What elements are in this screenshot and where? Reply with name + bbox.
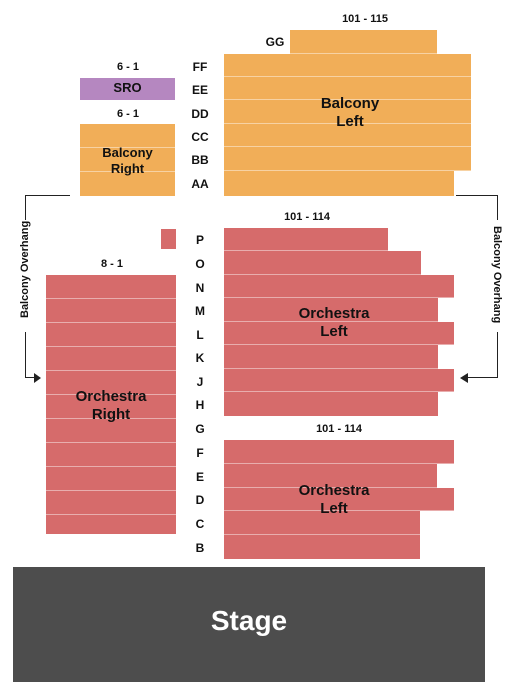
orchestra-left-row-c[interactable]	[224, 511, 420, 535]
orchestra-left-row-n[interactable]	[224, 275, 454, 298]
balcony-left-row-gg[interactable]	[290, 30, 437, 54]
overhang-right-vert-top	[497, 195, 498, 220]
row-label-aa: AA	[191, 177, 209, 191]
overhang-right-vert-bottom	[497, 332, 498, 378]
balcony-right-row-cc[interactable]	[80, 124, 175, 148]
sro-section[interactable]	[80, 78, 175, 100]
balcony-left-row-bb[interactable]	[224, 147, 471, 171]
orchestra-left-lower-seat-range: 101 - 114	[316, 423, 362, 435]
row-label-bb: BB	[191, 153, 209, 167]
balcony-left-row-ee[interactable]	[224, 77, 471, 100]
orchestra-small-block-p[interactable]	[161, 229, 176, 249]
orchestra-left-row-h[interactable]	[224, 392, 438, 416]
row-label-j: J	[196, 375, 204, 389]
overhang-left-label: Balcony Overhang	[19, 220, 31, 318]
stage-label: Stage	[210, 605, 288, 636]
row-label-p: P	[195, 233, 204, 247]
row-label-n: N	[195, 281, 205, 295]
stage	[13, 567, 485, 682]
orchestra-left-row-m[interactable]	[224, 298, 438, 322]
row-label-cc: CC	[191, 130, 209, 144]
row-label-e: E	[195, 470, 204, 484]
orchestra-left-upper-seat-range: 101 - 114	[284, 211, 330, 223]
row-label-gg: GG	[265, 35, 285, 49]
sro-seat-range: 6 - 1	[116, 61, 139, 73]
row-label-f: F	[196, 446, 204, 460]
orchestra-left-row-b[interactable]	[224, 535, 420, 559]
orchestra-left-row-e[interactable]	[224, 464, 437, 488]
orchestra-left-row-j[interactable]	[224, 369, 454, 392]
row-label-d: D	[195, 493, 205, 507]
row-label-g: G	[195, 422, 205, 436]
balcony-left-row-aa[interactable]	[224, 171, 454, 196]
orchestra-left-row-k[interactable]	[224, 345, 438, 369]
overhang-right-arrow-icon	[460, 373, 468, 383]
balcony-left-row-dd[interactable]	[224, 100, 471, 124]
row-label-ff: FF	[192, 60, 208, 74]
row-label-dd: DD	[191, 107, 209, 121]
balcony-right-seat-range: 6 - 1	[116, 108, 139, 120]
row-label-h: H	[195, 398, 205, 412]
row-label-o: O	[195, 257, 205, 271]
orchestra-right-seat-range: 8 - 1	[100, 258, 123, 270]
orchestra-left-row-o[interactable]	[224, 251, 421, 275]
balcony-left-row-cc[interactable]	[224, 124, 471, 147]
row-label-b: B	[195, 541, 205, 555]
orchestra-left-row-d[interactable]	[224, 488, 454, 511]
sro-label: SRO	[113, 80, 142, 95]
overhang-left-top-line	[25, 195, 70, 196]
overhang-left-vert-bottom	[25, 332, 26, 378]
orchestra-left-row-f[interactable]	[224, 440, 454, 464]
orchestra-right-section[interactable]	[46, 275, 176, 534]
balcony-left-seat-range: 101 - 115	[342, 13, 388, 25]
row-label-l: L	[196, 328, 204, 342]
overhang-left-vert-top	[25, 195, 26, 220]
balcony-right-row-aa[interactable]	[80, 172, 175, 196]
row-label-c: C	[195, 517, 205, 531]
overhang-left-bottom-line	[25, 377, 35, 378]
row-label-ee: EE	[191, 83, 208, 97]
balcony-right-row-bb[interactable]	[80, 148, 175, 172]
balcony-left-row-ff[interactable]	[224, 54, 471, 77]
overhang-right-top-line	[456, 195, 498, 196]
overhang-right-label: Balcony Overhang	[491, 226, 503, 324]
overhang-left-arrow-icon	[34, 373, 41, 383]
overhang-right-bottom-line	[468, 377, 498, 378]
orchestra-left-row-p[interactable]	[224, 228, 388, 251]
orchestra-left-row-l[interactable]	[224, 322, 454, 345]
row-label-m: M	[195, 304, 205, 318]
row-label-k: K	[195, 351, 205, 365]
